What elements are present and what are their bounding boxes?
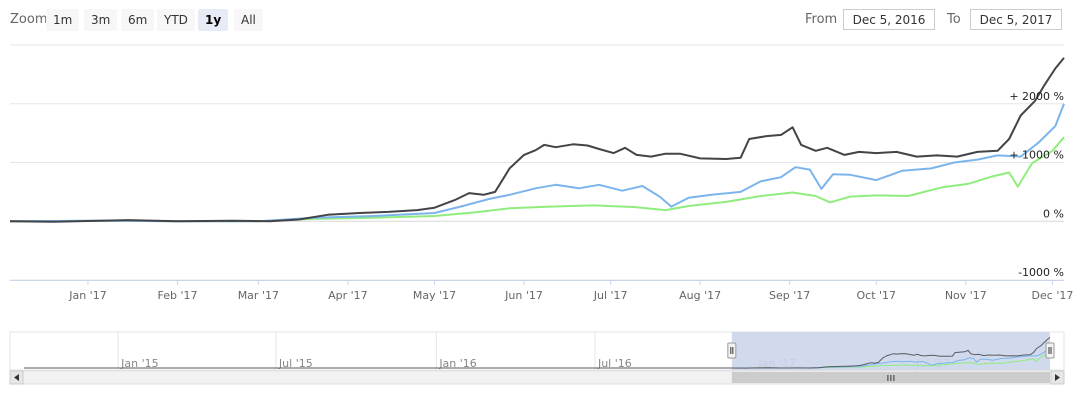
- x-axis-labels: Jan '17 Feb '17 Mar '17 Apr '17 May '17 Jun '…: [68, 280, 1073, 302]
- zoom-ytd-button[interactable]: YTD: [157, 9, 195, 31]
- zoom-1m-button[interactable]: 1m: [46, 9, 80, 31]
- arrow-right-icon: [1055, 374, 1060, 381]
- zoom-label: Zoom: [10, 12, 48, 27]
- x-tick-label: Apr '17: [328, 289, 368, 302]
- zoom-1y-button[interactable]: 1y: [198, 9, 229, 31]
- from-label: From: [805, 12, 838, 27]
- navigator-tick-label: Jul '16: [597, 357, 632, 370]
- series-lines: [9, 57, 1065, 223]
- x-tick-label: Feb '17: [157, 289, 197, 302]
- x-tick-label: Jan '17: [68, 289, 106, 302]
- to-date-input[interactable]: Dec 5, 2017: [970, 9, 1062, 30]
- zoom-all-button[interactable]: All: [234, 9, 263, 31]
- grid-lines: [10, 44, 1064, 281]
- y-axis-labels: + 2000 % + 1000 % 0 % -1000 %: [1009, 90, 1064, 279]
- navigator-series-line: [24, 345, 1051, 369]
- navigator-tick-label: Jan '15: [120, 357, 158, 370]
- navigator-tick-label: Jul '15: [278, 357, 313, 370]
- x-tick-label: Sep '17: [769, 289, 810, 302]
- x-tick-label: Aug '17: [679, 289, 721, 302]
- x-tick-label: Jun '17: [504, 289, 543, 302]
- x-tick-label: May '17: [413, 289, 456, 302]
- y-tick-label: 0 %: [1043, 207, 1064, 220]
- x-tick-label: Nov '17: [945, 289, 987, 302]
- x-tick-label: Dec '17: [1032, 289, 1074, 302]
- x-tick-label: Mar '17: [238, 289, 279, 302]
- x-tick-label: Oct '17: [857, 289, 897, 302]
- navigator-selected-range: [731, 332, 1050, 370]
- series-line-1: [9, 103, 1065, 223]
- zoom-6m-button[interactable]: 6m: [121, 9, 155, 31]
- from-date-input[interactable]: Dec 5, 2016: [843, 9, 935, 30]
- navigator-left-handle[interactable]: [727, 342, 737, 359]
- series-line-2: [9, 136, 1065, 223]
- navigator-tick-label: Jan '16: [438, 357, 476, 370]
- navigator-right-handle[interactable]: [1045, 342, 1055, 359]
- navigator-series-line: [24, 337, 1051, 369]
- zoom-3m-button[interactable]: 3m: [84, 9, 118, 31]
- arrow-left-icon: [14, 374, 19, 381]
- y-tick-label: + 1000 %: [1009, 149, 1064, 162]
- y-tick-label: + 2000 %: [1009, 90, 1064, 103]
- series-line-0: [9, 57, 1065, 223]
- to-label: To: [947, 12, 961, 27]
- y-tick-label: -1000 %: [1018, 266, 1064, 279]
- x-tick-label: Jul '17: [593, 289, 628, 302]
